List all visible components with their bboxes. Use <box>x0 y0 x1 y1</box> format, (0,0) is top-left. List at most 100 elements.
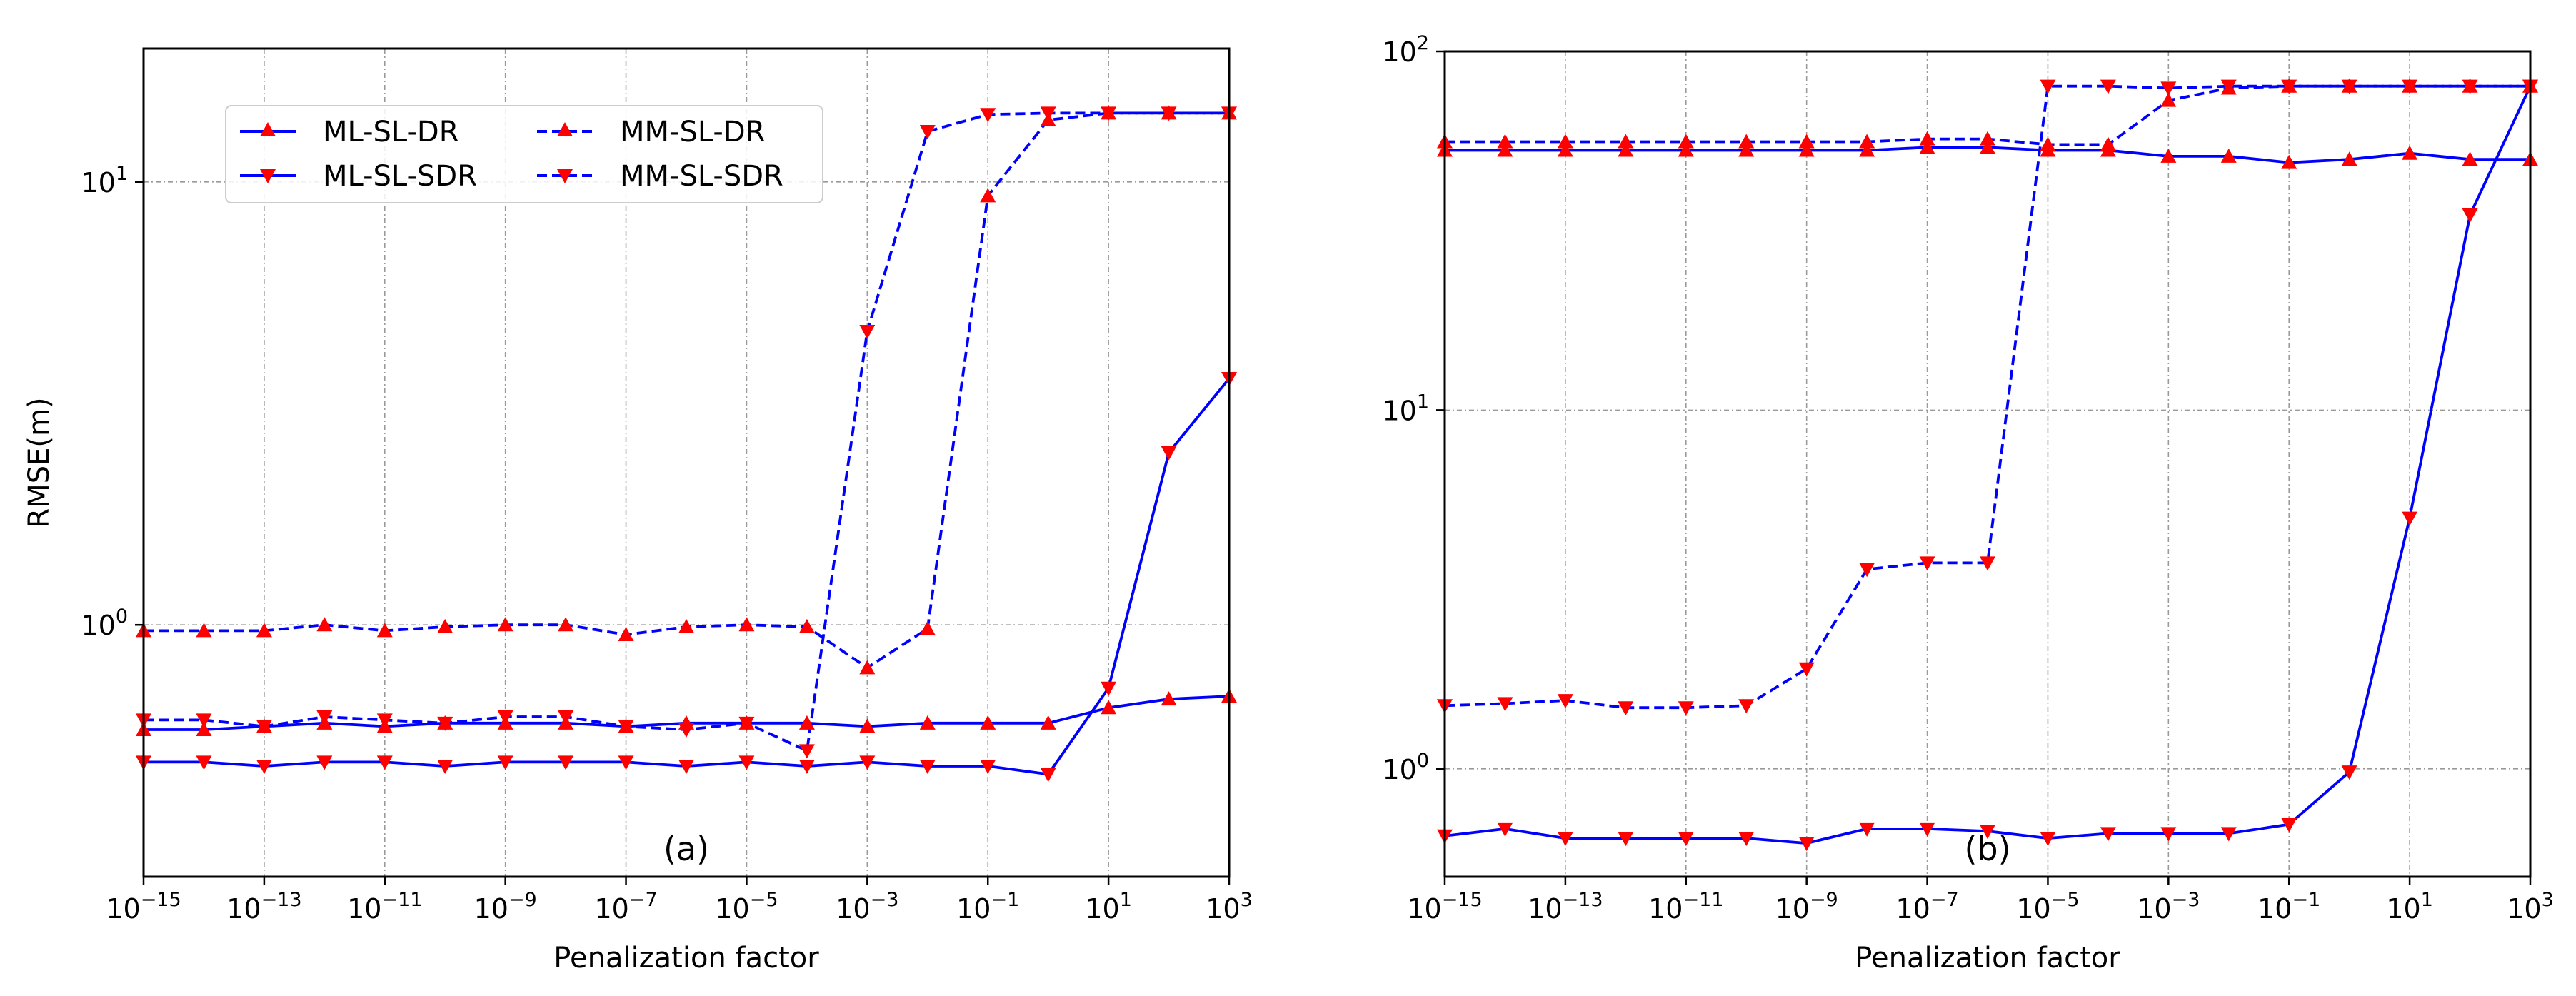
data-point-mm-sl-dr <box>618 627 634 642</box>
data-point-ml-sl-sdr <box>1678 832 1694 847</box>
data-point-mm-sl-sdr <box>316 710 333 725</box>
data-point-ml-sl-dr <box>980 715 996 730</box>
plot-area-b <box>1437 50 2538 878</box>
data-point-mm-sl-sdr <box>437 716 453 731</box>
chart-panel-a: 10−15 10−13 10−11 10−9 10−7 10−5 10−3 10−1 101 10… <box>23 47 1253 975</box>
data-point-mm-sl-sdr <box>2341 79 2357 94</box>
data-point-ml-sl-sdr <box>1101 681 1117 696</box>
data-point-ml-sl-dr <box>1678 142 1694 157</box>
panel-label-a: (a) <box>663 830 709 868</box>
legend: ML-SL-DR ML-SL-SDR MM-SL-DR MM-SL-SDR <box>225 105 823 203</box>
data-point-ml-sl-sdr <box>618 755 634 770</box>
x-tick-label: 10−15 <box>106 889 181 925</box>
data-point-ml-sl-sdr <box>738 755 755 770</box>
legend-marker-mm-sl-sdr <box>557 169 573 183</box>
y-axis-label-a: RMSE(m) <box>23 397 56 528</box>
data-point-ml-sl-dr <box>2341 151 2357 166</box>
data-point-mm-sl-sdr <box>2462 79 2478 94</box>
data-point-ml-sl-sdr <box>2402 511 2418 526</box>
chart-panel-b: 10−15 10−13 10−11 10−9 10−7 10−5 10−3 10−1 101 10… <box>1382 32 2553 975</box>
data-point-ml-sl-sdr <box>2462 208 2478 223</box>
data-point-ml-sl-sdr <box>1161 446 1177 461</box>
data-point-mm-sl-sdr <box>2281 79 2297 94</box>
x-tick-label: 10−7 <box>594 889 657 925</box>
data-point-mm-sl-dr <box>1919 131 1935 146</box>
data-point-mm-sl-dr <box>437 618 453 633</box>
data-point-ml-sl-dr <box>2402 145 2418 160</box>
data-point-ml-sl-dr <box>2220 148 2237 163</box>
data-point-mm-sl-sdr <box>1678 701 1694 716</box>
legend-label-ml-sl-dr: ML-SL-DR <box>323 116 459 149</box>
data-point-mm-sl-dr <box>558 617 574 632</box>
data-point-mm-sl-sdr <box>558 710 574 725</box>
x-tick-label: 10−13 <box>1528 889 1603 925</box>
axes-frame-b <box>1443 50 2532 878</box>
data-point-ml-sl-dr <box>1919 139 1935 154</box>
data-point-mm-sl-sdr <box>256 720 272 735</box>
data-point-mm-sl-dr <box>1678 134 1694 149</box>
data-point-mm-sl-sdr <box>2220 79 2237 94</box>
data-point-ml-sl-dr <box>1161 691 1177 706</box>
data-point-mm-sl-sdr <box>1738 699 1755 714</box>
axes-frame-a <box>142 47 1231 878</box>
data-point-mm-sl-dr <box>1859 134 1875 149</box>
data-point-mm-sl-sdr <box>1101 106 1117 121</box>
legend-entry-ml-sl-dr: ML-SL-DR <box>240 116 459 149</box>
data-point-ml-sl-sdr <box>497 755 513 770</box>
data-point-ml-sl-sdr <box>1497 822 1513 837</box>
data-point-ml-sl-sdr <box>2341 765 2357 780</box>
data-point-ml-sl-sdr <box>798 759 815 774</box>
legend-marker-ml-sl-dr <box>260 122 276 136</box>
data-point-mm-sl-dr <box>1557 134 1573 149</box>
data-point-ml-sl-sdr <box>316 755 333 770</box>
data-point-ml-sl-sdr <box>196 755 212 770</box>
data-point-mm-sl-dr <box>256 623 272 638</box>
data-point-ml-sl-sdr <box>1040 768 1056 783</box>
data-point-mm-sl-dr <box>1980 131 1995 146</box>
legend-label-ml-sl-sdr: ML-SL-SDR <box>323 160 477 193</box>
legend-entry-mm-sl-sdr: MM-SL-SDR <box>537 160 783 193</box>
x-tick-label: 101 <box>1085 889 1132 925</box>
y-tick-label: 101 <box>81 163 128 198</box>
data-point-ml-sl-sdr <box>2220 827 2237 842</box>
data-point-ml-sl-dr <box>1980 139 1995 154</box>
data-point-ml-sl-dr <box>1497 142 1513 157</box>
data-point-ml-sl-sdr <box>2040 832 2056 847</box>
data-point-ml-sl-sdr <box>256 759 272 774</box>
data-point-mm-sl-sdr <box>798 744 815 759</box>
data-point-ml-sl-sdr <box>859 755 876 770</box>
data-point-mm-sl-sdr <box>2160 81 2177 96</box>
data-point-ml-sl-sdr <box>2281 818 2297 832</box>
x-tick-label: 10−11 <box>347 889 422 925</box>
legend-marker-ml-sl-sdr <box>260 169 276 183</box>
data-point-ml-sl-dr <box>1101 700 1117 715</box>
data-point-mm-sl-dr <box>196 623 212 638</box>
data-point-mm-sl-dr <box>497 617 513 632</box>
data-point-mm-sl-sdr <box>678 723 694 738</box>
x-tick-label: 10−3 <box>836 889 898 925</box>
data-point-ml-sl-dr <box>798 715 815 730</box>
x-tick-label: 10−1 <box>2257 889 2320 925</box>
x-tick-label: 10−9 <box>474 889 537 925</box>
data-point-mm-sl-dr <box>2160 92 2177 107</box>
data-point-mm-sl-sdr <box>618 720 634 735</box>
data-point-mm-sl-dr <box>376 623 393 638</box>
legend-marker-mm-sl-dr <box>557 122 573 136</box>
data-point-ml-sl-sdr <box>1919 822 1935 837</box>
x-tick-label: 10−5 <box>715 889 778 925</box>
data-point-mm-sl-sdr <box>859 324 876 340</box>
data-point-ml-sl-sdr <box>2100 827 2116 842</box>
data-point-ml-sl-sdr <box>558 755 574 770</box>
data-point-mm-sl-dr <box>919 620 936 635</box>
data-point-mm-sl-sdr <box>738 716 755 731</box>
x-tick-label: 10−9 <box>1775 889 1838 925</box>
data-point-mm-sl-sdr <box>2100 79 2116 94</box>
data-point-ml-sl-sdr <box>1980 825 1995 840</box>
legend-entry-mm-sl-dr: MM-SL-DR <box>537 116 765 149</box>
data-point-mm-sl-dr <box>1497 134 1513 149</box>
data-point-mm-sl-sdr <box>1161 106 1177 121</box>
data-point-mm-sl-sdr <box>919 125 936 140</box>
y-tick-label: 100 <box>1382 750 1429 785</box>
legend-box <box>225 105 823 203</box>
